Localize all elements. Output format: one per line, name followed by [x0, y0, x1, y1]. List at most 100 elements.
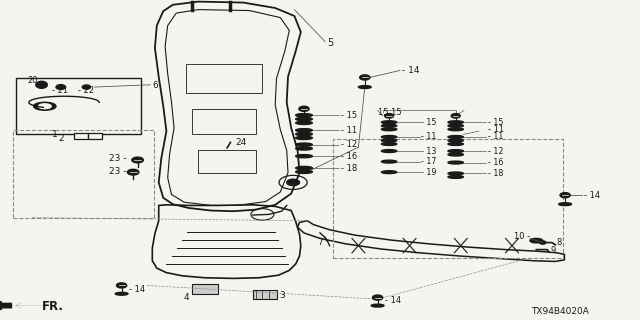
Ellipse shape [296, 114, 312, 117]
Ellipse shape [358, 86, 371, 89]
FancyArrow shape [0, 301, 12, 310]
Circle shape [360, 75, 370, 80]
Circle shape [451, 114, 460, 118]
Text: - 12: - 12 [488, 147, 503, 156]
Text: - 18: - 18 [341, 164, 357, 172]
Text: - 16: - 16 [488, 158, 503, 167]
Circle shape [372, 295, 383, 300]
Text: 23 -: 23 - [109, 167, 127, 176]
Text: FR.: FR. [42, 300, 63, 313]
Bar [198, 150, 256, 173]
Text: 4: 4 [183, 293, 189, 302]
Bar [192, 284, 218, 294]
Text: - 14: - 14 [129, 285, 145, 294]
Text: 6: 6 [152, 81, 158, 90]
Ellipse shape [371, 304, 384, 307]
Ellipse shape [38, 104, 51, 109]
Text: 20: 20 [28, 76, 38, 85]
Ellipse shape [448, 150, 463, 153]
Circle shape [287, 179, 300, 186]
Bar [253, 290, 277, 299]
Ellipse shape [83, 85, 91, 89]
Text: - 21: - 21 [52, 86, 68, 95]
Ellipse shape [530, 238, 543, 243]
Text: - 11: - 11 [341, 126, 357, 135]
Text: - 14: - 14 [385, 296, 401, 305]
Ellipse shape [559, 203, 572, 206]
Text: - 14: - 14 [584, 191, 600, 200]
Ellipse shape [36, 81, 47, 88]
Text: 2: 2 [58, 134, 64, 143]
Ellipse shape [448, 128, 463, 131]
Ellipse shape [296, 170, 312, 173]
Ellipse shape [296, 121, 312, 124]
Ellipse shape [296, 129, 312, 132]
Text: - 14: - 14 [402, 66, 419, 75]
Circle shape [560, 193, 570, 198]
Ellipse shape [296, 117, 312, 121]
Polygon shape [165, 10, 289, 205]
Ellipse shape [381, 139, 397, 142]
Text: 9: 9 [550, 246, 556, 255]
Ellipse shape [296, 136, 312, 140]
Text: 8: 8 [557, 238, 562, 247]
Text: - 18: - 18 [488, 169, 503, 178]
Text: - 12: - 12 [341, 140, 357, 149]
Text: - 15: - 15 [421, 118, 436, 127]
Text: - 13: - 13 [421, 147, 436, 156]
Text: 10 -: 10 - [514, 232, 530, 241]
Ellipse shape [34, 102, 56, 110]
Text: - 11: - 11 [488, 132, 503, 141]
Circle shape [116, 283, 127, 288]
Bar [16, 78, 141, 134]
Ellipse shape [381, 128, 397, 131]
Ellipse shape [448, 124, 463, 127]
Bar [333, 139, 563, 258]
Circle shape [385, 114, 394, 118]
Ellipse shape [296, 143, 312, 146]
Text: 23 -: 23 - [109, 154, 127, 163]
Text: - 11: - 11 [421, 132, 436, 141]
Circle shape [127, 169, 139, 175]
Ellipse shape [448, 153, 463, 156]
Text: 3: 3 [279, 292, 285, 300]
Ellipse shape [296, 166, 312, 170]
Ellipse shape [381, 124, 397, 127]
Ellipse shape [448, 161, 463, 164]
Bar [186, 64, 262, 93]
Bar [13, 130, 154, 218]
Ellipse shape [448, 136, 463, 139]
Ellipse shape [56, 85, 65, 90]
Ellipse shape [381, 150, 397, 153]
Ellipse shape [448, 139, 463, 142]
Ellipse shape [381, 143, 397, 146]
Text: 7: 7 [317, 238, 323, 247]
Ellipse shape [381, 171, 397, 173]
Ellipse shape [381, 160, 397, 163]
Text: - 22: - 22 [78, 86, 94, 95]
Ellipse shape [115, 292, 128, 295]
Bar [192, 109, 256, 134]
Text: 5: 5 [328, 38, 334, 48]
Circle shape [299, 106, 309, 111]
Ellipse shape [448, 172, 463, 175]
Ellipse shape [296, 155, 312, 158]
Ellipse shape [296, 132, 312, 136]
Text: 1 -: 1 - [52, 130, 64, 139]
Text: TX94B4020A: TX94B4020A [531, 307, 589, 316]
Ellipse shape [448, 121, 463, 124]
Bar [88, 133, 102, 139]
Ellipse shape [448, 143, 463, 146]
Text: 24: 24 [236, 138, 247, 147]
Bar [74, 133, 88, 139]
Text: - 11: - 11 [488, 125, 504, 134]
Ellipse shape [296, 147, 312, 150]
Circle shape [132, 157, 143, 163]
Text: - 16: - 16 [341, 152, 357, 161]
Ellipse shape [381, 136, 397, 139]
Text: - 17: - 17 [421, 157, 436, 166]
Text: - 19: - 19 [421, 168, 436, 177]
Text: - 15: - 15 [341, 111, 357, 120]
Ellipse shape [448, 176, 463, 179]
Ellipse shape [381, 121, 397, 124]
